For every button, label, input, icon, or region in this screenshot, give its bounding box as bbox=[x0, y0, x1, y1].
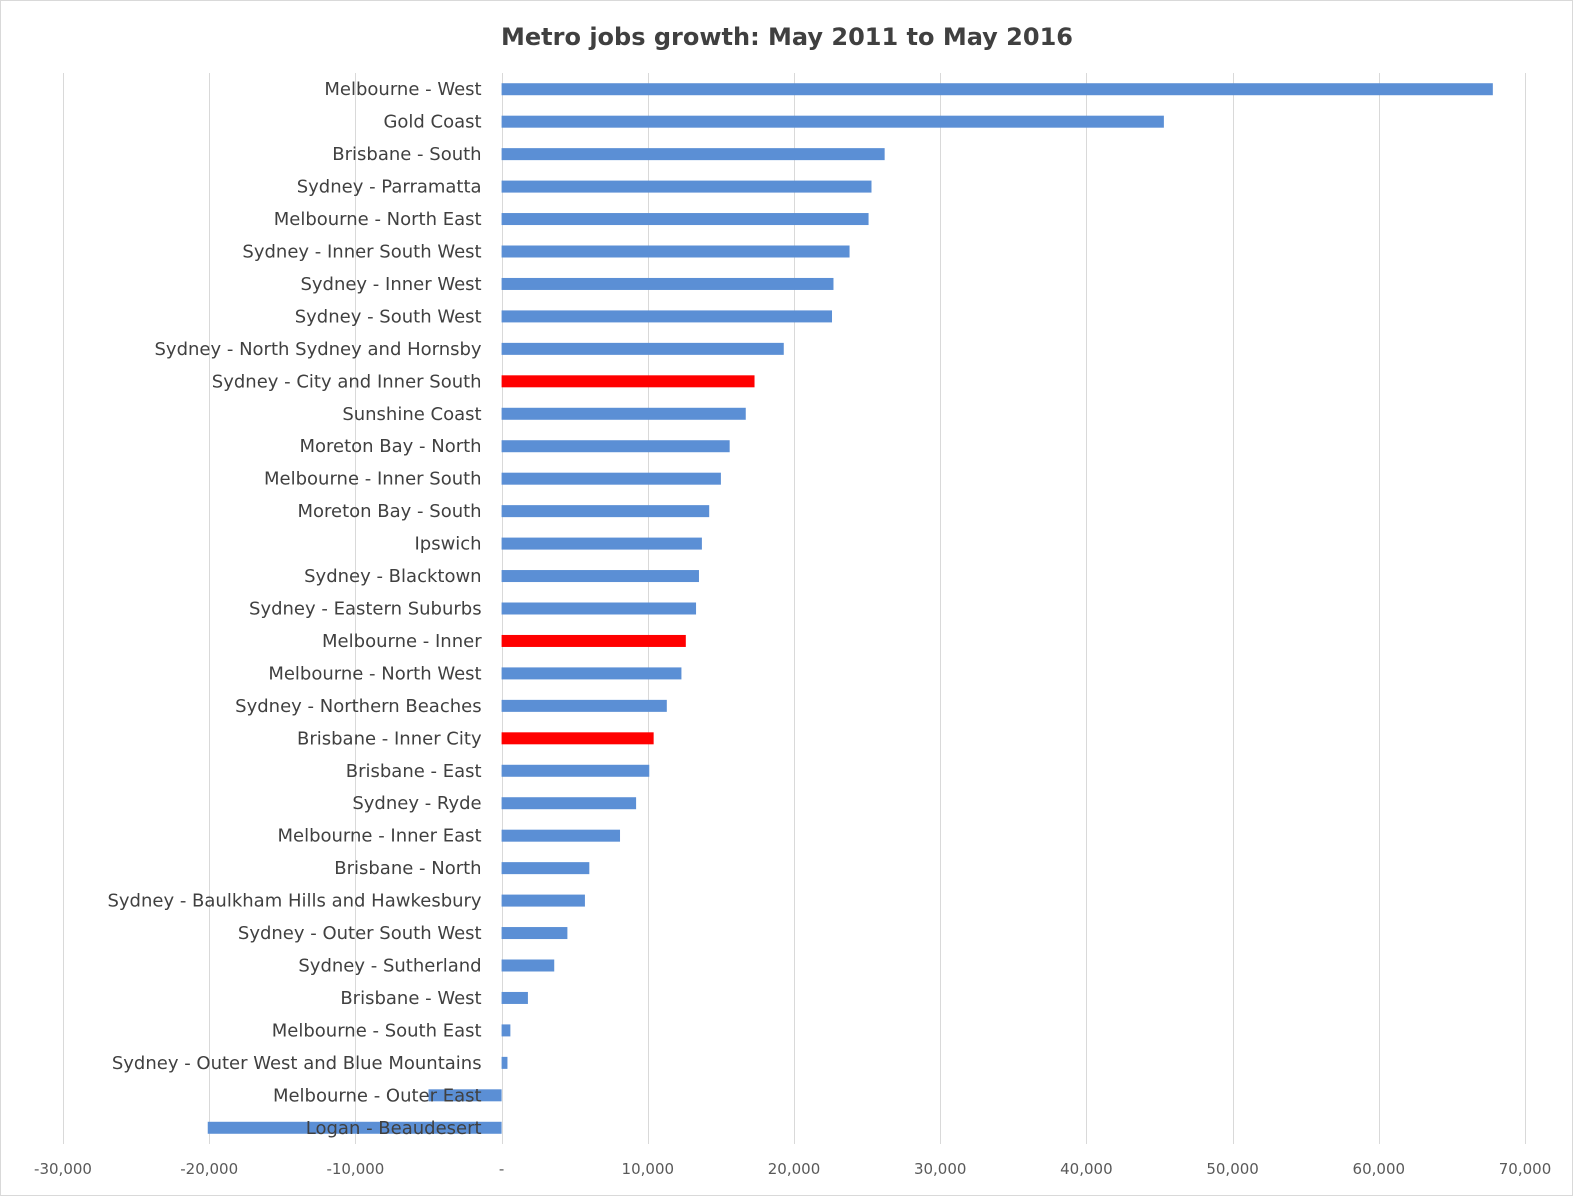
category-label: Sydney - City and Inner South bbox=[212, 371, 482, 392]
x-tick-label: - bbox=[499, 1160, 504, 1178]
x-tick-label: 60,000 bbox=[1353, 1160, 1406, 1178]
category-label: Sunshine Coast bbox=[342, 404, 481, 425]
category-label: Sydney - Outer West and Blue Mountains bbox=[112, 1053, 482, 1074]
category-label: Sydney - North Sydney and Hornsby bbox=[155, 339, 482, 360]
category-label: Melbourne - North West bbox=[268, 663, 481, 684]
bar bbox=[501, 115, 1164, 128]
bar bbox=[501, 667, 682, 680]
bar bbox=[501, 797, 637, 810]
bar bbox=[501, 180, 872, 193]
bar bbox=[501, 310, 833, 323]
category-label: Moreton Bay - North bbox=[299, 436, 481, 457]
x-tick-label: 20,000 bbox=[768, 1160, 821, 1178]
bar bbox=[501, 213, 869, 226]
bar bbox=[501, 472, 721, 485]
category-label: Brisbane - West bbox=[340, 988, 481, 1009]
bar bbox=[501, 570, 699, 583]
bar bbox=[501, 991, 528, 1004]
x-tick-label: 10,000 bbox=[622, 1160, 675, 1178]
category-label: Sydney - Sutherland bbox=[298, 956, 481, 977]
bar bbox=[501, 375, 755, 388]
bar bbox=[207, 1121, 502, 1134]
category-labels: Melbourne - West Gold Coast Brisbane - Sou… bbox=[107, 79, 482, 1139]
category-label: Melbourne - Inner South bbox=[264, 469, 482, 490]
x-tick-label: -10,000 bbox=[326, 1160, 384, 1178]
bar bbox=[501, 927, 568, 940]
category-label: Brisbane - South bbox=[332, 144, 481, 165]
bar bbox=[501, 1024, 511, 1037]
x-tick-label: 40,000 bbox=[1060, 1160, 1113, 1178]
bar bbox=[501, 894, 585, 907]
bar bbox=[501, 764, 650, 777]
bar bbox=[501, 829, 621, 842]
bars bbox=[207, 83, 1493, 1134]
category-label: Gold Coast bbox=[383, 112, 481, 133]
bar bbox=[501, 699, 667, 712]
bar bbox=[501, 634, 686, 647]
bar bbox=[501, 1056, 508, 1069]
category-label: Melbourne - Inner bbox=[322, 631, 482, 652]
category-label: Melbourne - South East bbox=[272, 1020, 482, 1041]
category-label: Ipswich bbox=[414, 534, 481, 555]
x-tick-label: 70,000 bbox=[1499, 1160, 1552, 1178]
bar bbox=[501, 245, 850, 258]
x-axis-tick-labels: -30,000 -20,000 -10,000-10,000 20,000 30,000… bbox=[34, 1160, 1551, 1178]
category-label: Moreton Bay - South bbox=[297, 501, 481, 522]
bar bbox=[501, 83, 1493, 96]
category-label: Melbourne - Outer East bbox=[273, 1085, 482, 1106]
category-label: Sydney - Blacktown bbox=[304, 566, 481, 587]
category-label: Sydney - Baulkham Hills and Hawkesbury bbox=[107, 891, 481, 912]
category-label: Sydney - Ryde bbox=[352, 793, 481, 814]
category-label: Brisbane - North bbox=[334, 858, 481, 879]
bar bbox=[501, 277, 834, 290]
category-label: Sydney - Northern Beaches bbox=[235, 696, 481, 717]
category-label: Melbourne - North East bbox=[274, 209, 482, 230]
category-label: Sydney - Inner South West bbox=[242, 242, 481, 263]
bar bbox=[428, 1089, 502, 1102]
category-label: Sydney - Outer South West bbox=[238, 923, 482, 944]
category-label: Melbourne - West bbox=[324, 79, 481, 100]
bar bbox=[501, 959, 555, 972]
bar bbox=[501, 342, 784, 355]
bar bbox=[501, 505, 710, 518]
category-label: Melbourne - Inner East bbox=[277, 826, 481, 847]
bar bbox=[501, 407, 746, 420]
category-label: Sydney - Parramatta bbox=[297, 177, 482, 198]
category-label: Brisbane - Inner City bbox=[297, 728, 482, 749]
bar bbox=[501, 732, 654, 745]
category-label: Sydney - Inner West bbox=[300, 274, 481, 295]
x-tick-label: 30,000 bbox=[914, 1160, 967, 1178]
x-tick-label: -20,000 bbox=[180, 1160, 238, 1178]
bar bbox=[501, 440, 730, 453]
bar bbox=[501, 148, 885, 161]
bar bbox=[501, 537, 702, 550]
bar bbox=[501, 602, 697, 615]
bar bbox=[501, 862, 590, 875]
category-label: Sydney - South West bbox=[295, 306, 482, 327]
category-label: Brisbane - East bbox=[346, 761, 482, 782]
category-label: Logan - Beaudesert bbox=[306, 1118, 482, 1139]
x-tick-label: 50,000 bbox=[1206, 1160, 1259, 1178]
chart-title: Metro jobs growth: May 2011 to May 2016 bbox=[501, 23, 1073, 51]
x-tick-label: -30,000 bbox=[34, 1160, 92, 1178]
category-label: Sydney - Eastern Suburbs bbox=[249, 599, 482, 620]
